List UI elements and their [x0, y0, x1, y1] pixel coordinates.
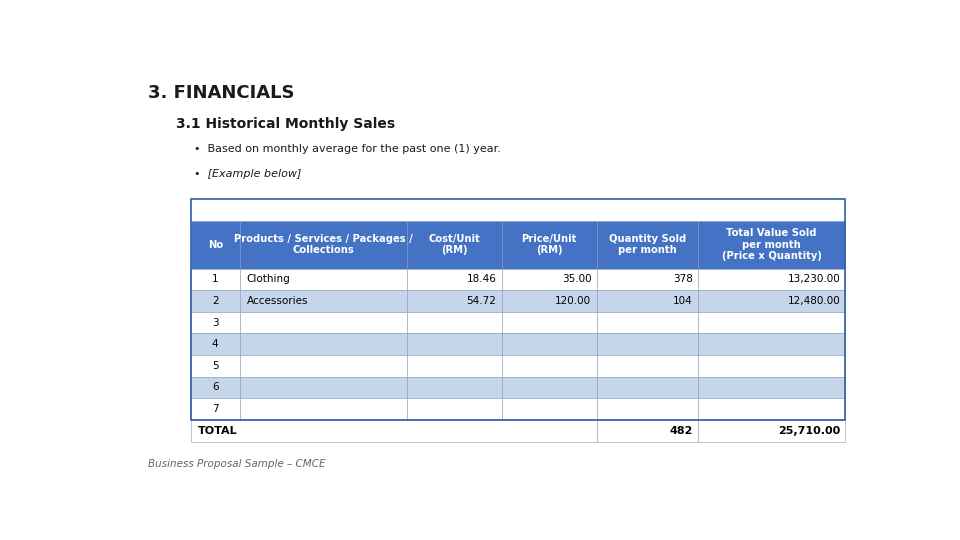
Bar — [191, 420, 596, 442]
Text: 378: 378 — [673, 274, 693, 285]
Bar — [596, 268, 698, 290]
Bar — [191, 333, 240, 355]
Bar — [240, 312, 407, 333]
Bar — [407, 221, 502, 268]
Bar — [698, 312, 846, 333]
Text: 5: 5 — [212, 361, 219, 371]
Bar — [698, 420, 846, 442]
Bar — [191, 312, 240, 333]
Bar — [240, 333, 407, 355]
Bar — [698, 221, 846, 268]
Bar — [240, 355, 407, 377]
Text: 3.1 Historical Monthly Sales: 3.1 Historical Monthly Sales — [176, 117, 395, 131]
Text: Price/Unit
(RM): Price/Unit (RM) — [521, 234, 577, 255]
Text: 12,480.00: 12,480.00 — [787, 296, 840, 306]
Text: 6: 6 — [212, 382, 219, 393]
Bar — [698, 377, 846, 399]
Bar — [240, 399, 407, 420]
Bar — [191, 355, 240, 377]
Bar — [191, 221, 240, 268]
Text: Total Value Sold
per month
(Price x Quantity): Total Value Sold per month (Price x Quan… — [722, 228, 822, 261]
Bar — [407, 355, 502, 377]
Text: Business Proposal Sample – CMCE: Business Proposal Sample – CMCE — [148, 459, 325, 469]
Bar — [191, 399, 240, 420]
Bar — [698, 333, 846, 355]
Bar — [596, 221, 698, 268]
Bar — [191, 377, 240, 399]
Bar — [596, 312, 698, 333]
Bar — [240, 268, 407, 290]
Bar — [407, 268, 502, 290]
Text: •  [Example below]: • [Example below] — [194, 168, 301, 179]
Bar — [596, 377, 698, 399]
Text: 13,230.00: 13,230.00 — [787, 274, 840, 285]
Text: No: No — [207, 240, 223, 249]
Bar — [191, 199, 846, 420]
Bar — [698, 290, 846, 312]
Text: 482: 482 — [669, 426, 693, 436]
Bar — [698, 399, 846, 420]
Text: 120.00: 120.00 — [555, 296, 591, 306]
Bar — [596, 355, 698, 377]
Bar — [407, 377, 502, 399]
Bar — [407, 333, 502, 355]
Bar — [502, 377, 596, 399]
Bar — [502, 333, 596, 355]
Bar — [502, 268, 596, 290]
Bar — [596, 290, 698, 312]
Text: TOTAL: TOTAL — [198, 426, 237, 436]
Bar — [596, 333, 698, 355]
Text: 54.72: 54.72 — [467, 296, 496, 306]
Bar — [502, 290, 596, 312]
Bar — [502, 399, 596, 420]
Bar — [407, 290, 502, 312]
Bar — [407, 399, 502, 420]
Text: 1: 1 — [212, 274, 219, 285]
Bar — [596, 399, 698, 420]
Text: 7: 7 — [212, 404, 219, 414]
Text: Accessories: Accessories — [247, 296, 308, 306]
Bar — [502, 355, 596, 377]
Bar — [596, 420, 698, 442]
Text: 104: 104 — [673, 296, 693, 306]
Text: 4: 4 — [212, 339, 219, 349]
Bar — [698, 355, 846, 377]
Bar — [502, 312, 596, 333]
Bar — [240, 377, 407, 399]
Text: Products / Services / Packages /
Collections: Products / Services / Packages / Collect… — [234, 234, 413, 255]
Bar — [698, 268, 846, 290]
Bar — [407, 312, 502, 333]
Text: 3: 3 — [212, 318, 219, 328]
Text: •  Based on monthly average for the past one (1) year.: • Based on monthly average for the past … — [194, 144, 501, 154]
Bar — [191, 290, 240, 312]
Text: 25,710.00: 25,710.00 — [778, 426, 840, 436]
Text: 3. FINANCIALS: 3. FINANCIALS — [148, 84, 295, 102]
Bar — [191, 268, 240, 290]
Text: Cost/Unit
(RM): Cost/Unit (RM) — [428, 234, 480, 255]
Bar — [502, 221, 596, 268]
Text: 2: 2 — [212, 296, 219, 306]
Text: 18.46: 18.46 — [467, 274, 496, 285]
Text: 35.00: 35.00 — [562, 274, 591, 285]
Bar — [240, 290, 407, 312]
Bar — [240, 221, 407, 268]
Text: Clothing: Clothing — [247, 274, 290, 285]
Text: Quantity Sold
per month: Quantity Sold per month — [609, 234, 686, 255]
